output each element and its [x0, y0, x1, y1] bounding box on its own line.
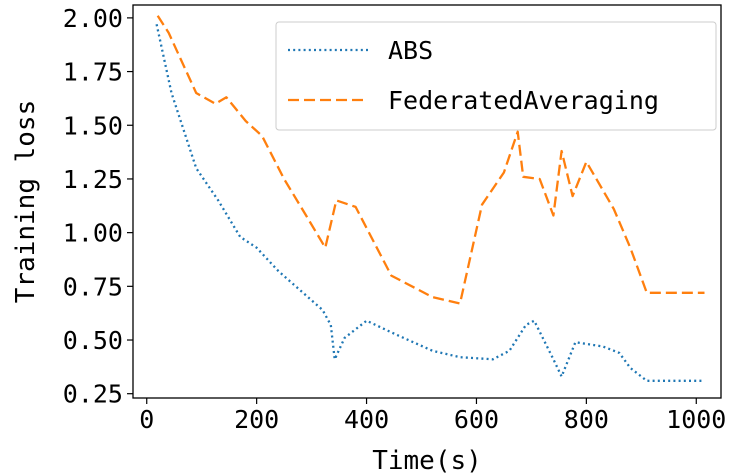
- series-line-1: [156, 15, 705, 305]
- y-axis-label: Training loss: [11, 100, 41, 304]
- x-tick-label: 800: [564, 405, 609, 434]
- legend-label-abs: ABS: [388, 36, 433, 65]
- x-tick-label: 1000: [666, 405, 726, 434]
- x-ticks: 0 200 400 600 800 1000: [139, 398, 726, 434]
- legend-label-federated-averaging: FederatedAveraging: [388, 86, 659, 115]
- y-tick-label: 2.00: [63, 4, 123, 33]
- series-line-0: [155, 24, 705, 382]
- y-tick-label: 0.75: [63, 272, 123, 301]
- x-tick-label: 600: [454, 405, 499, 434]
- x-tick-label: 400: [344, 405, 389, 434]
- x-axis-label: Time(s): [372, 446, 482, 475]
- legend: ABS FederatedAveraging: [275, 21, 717, 131]
- y-ticks: 0.25 0.50 0.75 1.00 1.25 1.50 1.75 2.00: [63, 4, 133, 409]
- series-layer: [155, 15, 705, 382]
- x-tick-label: 0: [139, 405, 154, 434]
- x-tick-label: 200: [234, 405, 279, 434]
- y-tick-label: 1.25: [63, 165, 123, 194]
- y-tick-label: 1.50: [63, 111, 123, 140]
- plot-frame: [132, 4, 722, 399]
- y-tick-label: 0.50: [63, 326, 123, 355]
- y-tick-label: 1.75: [63, 58, 123, 87]
- y-tick-label: 0.25: [63, 380, 123, 409]
- y-tick-label: 1.00: [63, 219, 123, 248]
- legend-box: [275, 21, 717, 131]
